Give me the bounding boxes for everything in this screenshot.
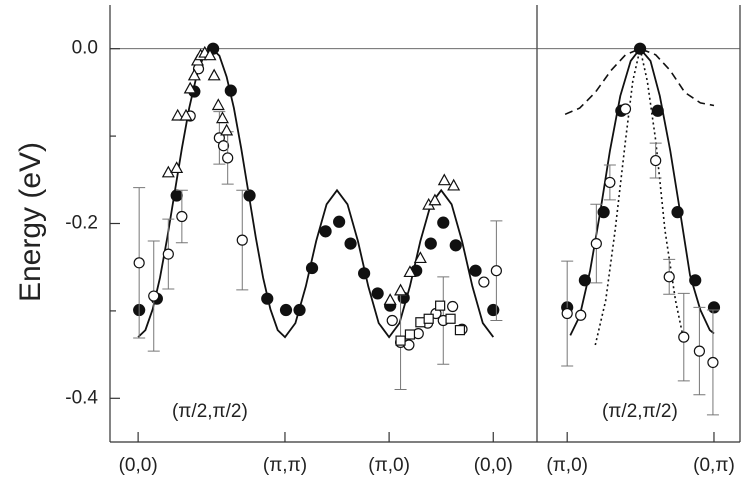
x-tick-label: (0,0) — [119, 455, 158, 476]
x-tick-label: (0,0) — [474, 455, 513, 476]
marker-filled-circle — [371, 287, 384, 300]
marker-open-circle — [707, 356, 719, 369]
marker-square — [445, 313, 456, 324]
marker-triangle — [183, 81, 197, 94]
marker-triangle — [207, 68, 221, 81]
marker-open-circle — [693, 345, 706, 357]
marker-triangle — [171, 108, 185, 121]
marker-square — [415, 317, 426, 328]
marker-filled-circle — [707, 301, 721, 314]
y-tick-label: -0.2 — [65, 213, 98, 234]
marker-open-circle — [162, 248, 174, 260]
marker-open-circle — [678, 331, 690, 343]
marker-filled-circle — [597, 206, 610, 219]
curve — [594, 48, 686, 346]
marker-open-circle — [447, 300, 459, 313]
marker-filled-circle — [633, 42, 647, 55]
marker-triangle — [220, 123, 234, 136]
curve — [137, 47, 495, 339]
marker-triangle — [179, 108, 193, 121]
y-tick-label: -0.4 — [65, 387, 98, 408]
marker-filled-circle — [358, 267, 371, 280]
marker-filled-circle — [449, 239, 462, 252]
marker-filled-circle — [437, 216, 450, 229]
marker-triangle — [211, 98, 225, 111]
marker-filled-circle — [170, 189, 183, 202]
annotation: (π/2,π/2) — [172, 401, 248, 422]
marker-open-circle — [236, 234, 248, 246]
x-tick-label: (π,0) — [368, 455, 410, 476]
marker-triangle — [383, 293, 397, 306]
x-tick-label: (0,π) — [693, 455, 735, 476]
curve — [564, 47, 715, 116]
marker-triangle — [447, 178, 461, 191]
marker-open-circle — [663, 271, 675, 283]
marker-open-circle — [575, 309, 587, 321]
marker-triangle — [187, 68, 201, 81]
marker-open-circle — [490, 265, 502, 277]
marker-filled-circle — [305, 261, 319, 275]
annotation: (π/2,π/2) — [602, 401, 678, 422]
marker-filled-circle — [344, 237, 357, 250]
marker-filled-circle — [224, 84, 237, 97]
marker-square — [404, 329, 416, 340]
marker-open-circle — [217, 140, 230, 152]
marker-square — [423, 313, 434, 324]
marker-open-circle — [222, 152, 234, 164]
marker-triangle — [428, 193, 442, 206]
marker-open-circle — [148, 290, 160, 302]
marker-filled-circle — [319, 225, 332, 238]
marker-triangle — [203, 48, 217, 61]
y-axis-label: Energy (eV) — [14, 142, 47, 302]
marker-open-circle — [604, 176, 616, 189]
marker-open-circle — [133, 257, 145, 269]
marker-square — [435, 300, 446, 311]
marker-triangle — [413, 251, 427, 264]
curve — [569, 47, 715, 336]
marker-filled-circle — [243, 189, 256, 202]
marker-filled-circle — [333, 215, 346, 228]
marker-filled-circle — [293, 303, 306, 317]
marker-triangle — [170, 161, 184, 174]
y-tick-label: 0.0 — [72, 38, 98, 59]
marker-triangle — [215, 111, 229, 124]
marker-open-circle — [650, 154, 662, 167]
marker-triangle — [437, 173, 451, 186]
marker-open-circle — [590, 238, 602, 250]
marker-filled-circle — [469, 264, 482, 277]
marker-filled-circle — [261, 292, 274, 305]
marker-triangle — [403, 265, 417, 278]
marker-filled-circle — [487, 303, 500, 317]
x-tick-label: (π,π) — [263, 455, 307, 476]
marker-open-circle — [561, 307, 573, 320]
marker-open-circle — [619, 103, 632, 115]
marker-square — [395, 335, 406, 346]
x-tick-label: (π,0) — [546, 455, 588, 476]
marker-triangle — [394, 283, 408, 296]
marker-filled-circle — [279, 303, 293, 317]
marker-open-circle — [386, 314, 398, 327]
marker-filled-circle — [578, 274, 591, 287]
marker-filled-circle — [424, 237, 437, 250]
marker-square — [454, 325, 466, 336]
marker-filled-circle — [689, 274, 702, 287]
marker-filled-circle — [671, 206, 684, 219]
marker-open-circle — [176, 210, 188, 223]
marker-filled-circle — [651, 104, 664, 117]
marker-open-circle — [478, 276, 490, 288]
